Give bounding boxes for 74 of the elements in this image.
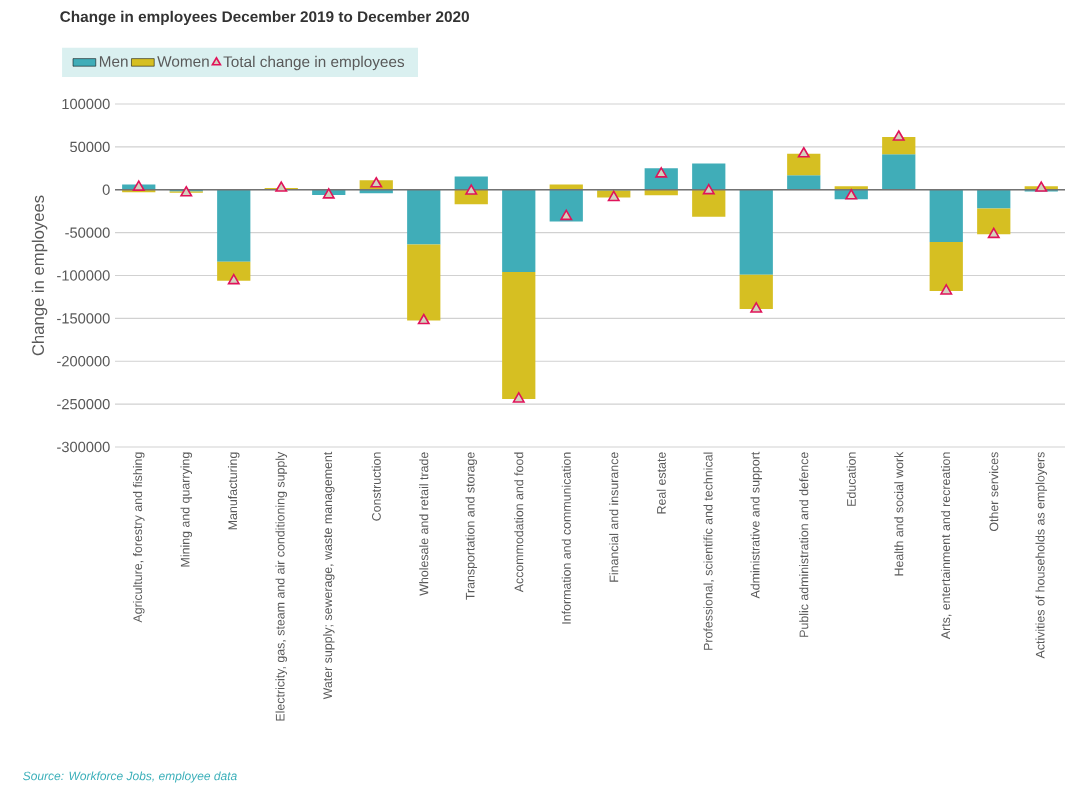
point [607, 190, 620, 202]
bar [929, 242, 963, 291]
y-tick-label: -200000 [57, 356, 110, 367]
x-tick-label: Education [846, 452, 856, 506]
y-tick-label: -300000 [57, 441, 110, 453]
bar [977, 189, 1011, 209]
x-tick-label: Activities of households as employers [1035, 452, 1048, 659]
legend-label: Total change in employees [223, 55, 405, 71]
y-tick-label: -100000 [57, 270, 110, 281]
bar [407, 244, 441, 321]
point [797, 146, 810, 158]
x-tick-label: Real estate [656, 452, 666, 514]
point [275, 181, 288, 192]
bar [454, 176, 488, 190]
point [560, 209, 573, 221]
bar [882, 137, 916, 155]
x-tick-label: Health and social work [894, 451, 904, 576]
bar [787, 153, 821, 176]
x-tick-label: Information and communication [561, 452, 571, 624]
point [845, 188, 858, 200]
bar [549, 189, 583, 222]
bar [692, 163, 726, 190]
legend-label: Men [99, 56, 128, 67]
bar [692, 189, 726, 217]
x-tick-label: Arts, entertainment and recreation [940, 452, 952, 640]
y-tick-label: -50000 [65, 227, 110, 238]
x-tick-label: Administrative and support [750, 451, 763, 599]
point [370, 176, 383, 188]
x-tick-label: Electricity, gas, steam and air conditioning supply [275, 451, 288, 721]
bar [217, 189, 251, 262]
bar [407, 189, 441, 245]
x-tick-label: Manufacturing [227, 452, 240, 530]
x-tick-label: Mining and quarrying [180, 452, 193, 567]
bar [977, 208, 1011, 235]
bar [739, 189, 773, 275]
x-tick-label: Construction [371, 452, 381, 521]
point [417, 313, 430, 325]
x-tick-label: Accommodation and food [514, 452, 524, 593]
y-tick-label: 100000 [62, 98, 110, 110]
bar [217, 261, 251, 281]
x-tick-label: Agriculture, forestry and fishing [132, 452, 145, 623]
bar [787, 175, 821, 190]
bar [882, 154, 916, 190]
point [227, 273, 240, 285]
point [892, 130, 905, 141]
y-tick-label: -150000 [57, 313, 110, 324]
legend-label: Women [157, 56, 209, 67]
x-tick-label: Other services [989, 452, 999, 532]
point [132, 180, 145, 191]
bar [929, 189, 963, 243]
y-tick-label: 0 [102, 184, 110, 195]
source-note: Source: Workforce Jobs, employee data [23, 771, 237, 783]
y-tick-label: 50000 [70, 141, 110, 153]
chart-title: Change in employees December 2019 to December 2020 [60, 10, 469, 26]
point [512, 392, 525, 403]
point [180, 185, 193, 197]
x-tick-label: Financial and insurance [609, 452, 619, 582]
point [655, 167, 668, 178]
x-tick-label: Water supply; sewerage, waste management [322, 451, 335, 700]
x-tick-label: Transportation and storage [465, 452, 478, 600]
x-tick-label: Wholesale and retail trade [419, 452, 429, 596]
bar [739, 274, 773, 309]
bar [502, 272, 536, 399]
point [750, 302, 763, 313]
bar [502, 189, 536, 273]
point [987, 227, 1000, 239]
y-tick-label: -250000 [57, 398, 110, 410]
y-axis-title: Change in employees [31, 195, 48, 356]
point [322, 188, 335, 199]
x-tick-label: Professional, scientific and technical [703, 452, 715, 650]
point [702, 183, 715, 195]
point [465, 184, 478, 195]
x-tick-label: Public administration and defence [799, 452, 809, 637]
point [940, 284, 953, 295]
